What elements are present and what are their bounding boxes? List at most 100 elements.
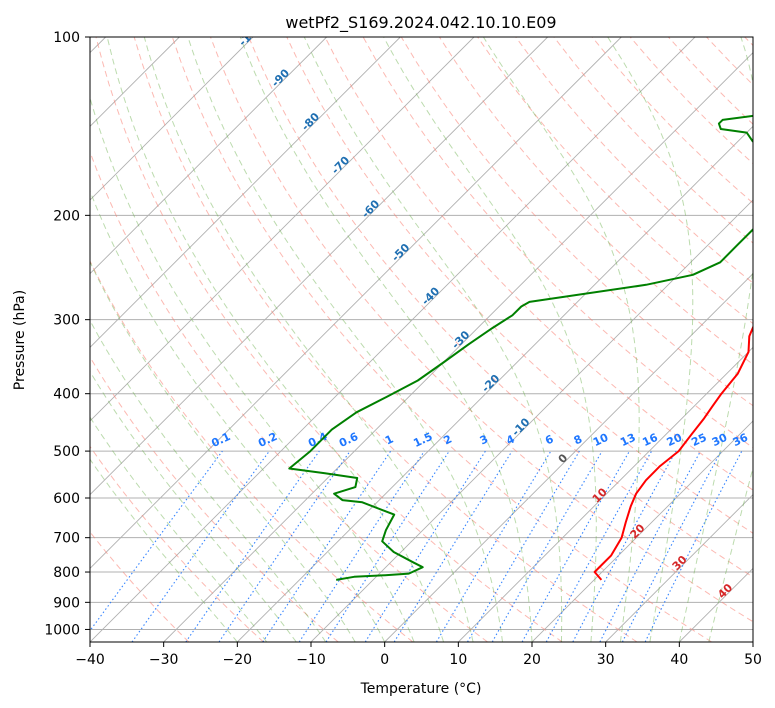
moist-adiabat-label: 40 — [715, 581, 735, 601]
chart-title: wetPf2_S169.2024.042.10.10.E09 — [285, 13, 556, 33]
dry-adiabat-line — [90, 445, 264, 642]
isotherm-label: -10 — [509, 415, 532, 438]
dry-adiabat-line — [324, 37, 753, 491]
dry-adiabat-line — [248, 37, 753, 578]
dry-adiabat-line — [210, 37, 753, 623]
moist-adiabat-line — [303, 37, 563, 642]
moist-adiabat-line — [143, 37, 474, 642]
moist-adiabat-line — [90, 260, 356, 642]
x-tick-label: −40 — [75, 652, 105, 668]
isotherm-line — [605, 494, 753, 642]
moist-adiabat-line — [90, 458, 238, 642]
moist-adiabat-line — [678, 37, 753, 642]
mixing-ratio-line — [572, 450, 677, 642]
background-lines — [90, 37, 753, 642]
mixing-ratio-label: 3 — [478, 432, 490, 447]
x-tick-label: −10 — [296, 652, 326, 668]
isotherm-label: -100 — [236, 20, 265, 49]
x-tick-label: −20 — [223, 652, 253, 668]
mixing-ratio-line — [131, 450, 270, 642]
moist-adiabat-line — [90, 370, 297, 642]
dry-adiabat-line — [90, 259, 414, 642]
dry-adiabat-line — [95, 37, 563, 642]
y-tick-label: 1000 — [44, 622, 80, 638]
mixing-ratio-label: 1.5 — [411, 430, 434, 450]
dry-adiabat-line — [591, 37, 753, 204]
moist-adiabat-line — [708, 466, 753, 642]
dry-adiabat-line — [133, 37, 638, 642]
plot-frame — [89, 36, 754, 643]
isotherm-label: -60 — [359, 197, 382, 220]
mixing-ratio-line — [599, 450, 701, 642]
isotherm-line — [310, 199, 753, 642]
mixing-ratio-label: 25 — [689, 431, 708, 449]
mixing-ratio-label: 6 — [543, 432, 556, 447]
isotherm-line — [90, 37, 254, 201]
moist-adiabat-line — [607, 37, 694, 642]
moist-adiabat-line — [383, 37, 597, 642]
isotherm-line — [90, 37, 475, 422]
y-tick-label: 900 — [53, 595, 80, 611]
y-axis: 100 200 300 400 500 600 700 800 900 1000 — [44, 30, 90, 638]
profile-lines — [288, 114, 753, 581]
x-tick-label: 20 — [523, 652, 541, 668]
isotherm-label: -90 — [269, 66, 292, 89]
mixing-ratio-label: 1 — [383, 432, 395, 447]
isotherm-line — [531, 420, 753, 642]
dry-adiabat-line — [171, 37, 712, 642]
isotherm-line — [163, 52, 753, 642]
isotherm-label: -80 — [299, 110, 322, 133]
mixing-ratio-label: 10 — [591, 431, 611, 449]
y-tick-label: 100 — [53, 30, 80, 46]
isotherm-line — [90, 37, 696, 642]
x-tick-label: 10 — [449, 652, 467, 668]
x-tick-label: 30 — [597, 652, 615, 668]
isotherm-label: -70 — [329, 154, 352, 177]
isotherm-label: -20 — [479, 372, 502, 395]
isotherm-line — [90, 37, 548, 496]
mixing-ratio-line — [298, 450, 425, 642]
y-tick-label: 200 — [53, 208, 80, 224]
mixing-ratio-label: 16 — [640, 431, 660, 449]
y-tick-label: 400 — [53, 387, 80, 403]
moist-adiabat-line — [187, 37, 503, 642]
mixing-ratio-label: 13 — [618, 431, 637, 449]
line-labels: 0.1 0.2 0.4 0.6 1 1.5 2 3 4 6 8 10 13 16 20 25 30 36-100-… — [209, 20, 751, 601]
isotherm-line — [679, 567, 753, 642]
moist-adiabat-line — [90, 416, 268, 642]
dry-adiabat-line — [553, 37, 753, 244]
x-axis: −40 −30 −20 −10 0 10 20 30 40 50 — [75, 642, 762, 668]
mixing-ratio-label: 20 — [665, 431, 685, 449]
x-axis-label: Temperature (°C) — [360, 681, 482, 697]
mixing-ratio-line — [185, 450, 320, 642]
isotherm-label: -30 — [449, 328, 472, 351]
dry-adiabat-line — [706, 37, 753, 86]
moist-adiabat-line — [239, 37, 533, 642]
mixing-ratio-line — [393, 450, 513, 642]
moist-adiabat-label: 10 — [590, 485, 610, 505]
mixing-ratio-line — [521, 450, 630, 642]
dry-adiabat-line — [90, 356, 339, 642]
x-tick-label: 0 — [380, 652, 389, 668]
mixing-ratio-label: 36 — [731, 431, 751, 449]
dewpoint-line — [288, 114, 753, 581]
x-tick-label: 40 — [670, 652, 688, 668]
mixing-ratio-label: 30 — [710, 431, 730, 449]
dry-adiabat-line — [668, 37, 753, 125]
mixing-ratio-line — [545, 450, 653, 642]
mixing-ratio-label: 0.2 — [256, 430, 279, 450]
moist-adiabat-line — [90, 96, 415, 642]
mixing-ratio-line — [644, 450, 743, 642]
moist-adiabat-line — [90, 189, 386, 642]
y-tick-label: 700 — [53, 531, 80, 547]
dry-adiabat-line — [515, 37, 753, 284]
y-tick-label: 300 — [53, 313, 80, 329]
isotherm-line — [458, 346, 753, 642]
mixing-ratio-label: 0.1 — [209, 430, 232, 450]
mixing-ratio-line — [467, 450, 580, 642]
mixing-ratio-label: 0.4 — [306, 430, 329, 450]
moist-adiabat-line — [106, 37, 445, 642]
isotherm-line — [237, 125, 753, 642]
mixing-ratio-label: 2 — [442, 432, 454, 447]
mixing-ratio-line — [325, 450, 450, 642]
